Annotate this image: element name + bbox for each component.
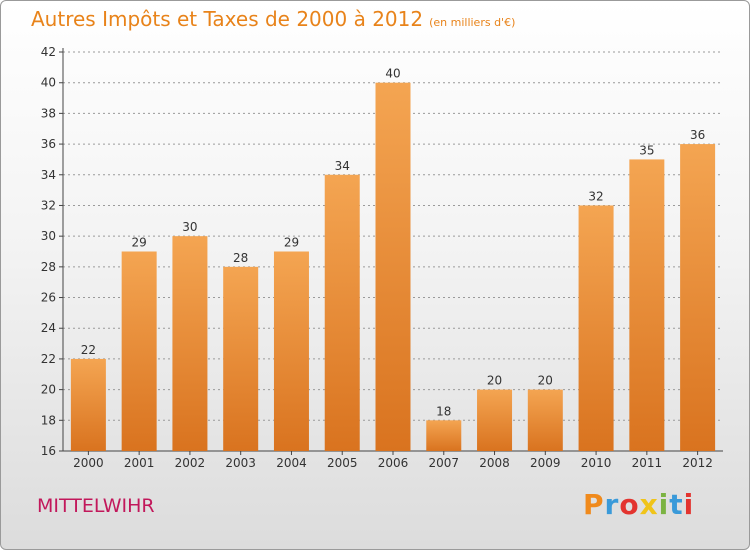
y-tick-label: 18 — [41, 413, 56, 427]
x-tick-label: 2006 — [378, 456, 409, 470]
bar — [477, 389, 513, 451]
y-tick-label: 26 — [41, 291, 56, 305]
logo-letter: t — [669, 488, 684, 521]
bar — [426, 420, 462, 451]
bar-value-label: 35 — [639, 143, 654, 157]
logo-letter: x — [639, 488, 659, 521]
bar-value-label: 18 — [436, 404, 451, 418]
logo-letter: i — [683, 488, 695, 521]
y-tick-label: 30 — [41, 229, 56, 243]
commune-name: MITTELWIHR — [37, 495, 155, 517]
proxiti-logo: Proxiti — [583, 488, 694, 521]
bar — [273, 251, 309, 451]
bar — [629, 159, 665, 451]
y-tick-label: 34 — [41, 168, 56, 182]
bar — [680, 144, 716, 452]
x-tick-label: 2001 — [124, 456, 155, 470]
logo-letter: r — [604, 488, 620, 521]
x-tick-label: 2008 — [479, 456, 510, 470]
bar — [121, 251, 157, 451]
bar — [70, 358, 106, 451]
bar-value-label: 30 — [182, 220, 197, 234]
y-tick-label: 16 — [41, 444, 56, 458]
bar-value-label: 40 — [385, 67, 400, 81]
logo-letter: o — [619, 488, 640, 521]
logo-letter: P — [583, 488, 605, 521]
y-tick-label: 28 — [41, 260, 56, 274]
bar — [172, 236, 208, 451]
bar — [324, 174, 360, 451]
bar-value-label: 34 — [335, 159, 350, 173]
bar-value-label: 20 — [487, 374, 502, 388]
x-tick-label: 2005 — [327, 456, 358, 470]
bar-value-label: 20 — [538, 374, 553, 388]
bar-value-label: 28 — [233, 251, 248, 265]
bar — [223, 266, 259, 451]
x-tick-label: 2011 — [632, 456, 663, 470]
x-tick-label: 2000 — [73, 456, 104, 470]
bar-value-label: 36 — [690, 128, 705, 142]
x-tick-label: 2009 — [530, 456, 561, 470]
chart-title: Autres Impôts et Taxes de 2000 à 2012 (en… — [31, 7, 515, 31]
y-tick-label: 42 — [41, 45, 56, 59]
x-tick-label: 2012 — [682, 456, 713, 470]
x-tick-label: 2003 — [225, 456, 256, 470]
bar — [527, 389, 563, 451]
y-tick-label: 38 — [41, 106, 56, 120]
y-tick-label: 40 — [41, 76, 56, 90]
x-tick-label: 2010 — [581, 456, 612, 470]
x-tick-label: 2004 — [276, 456, 307, 470]
bar — [375, 82, 411, 451]
y-tick-label: 20 — [41, 383, 56, 397]
chart-title-text: Autres Impôts et Taxes de 2000 à 2012 — [31, 7, 424, 31]
bar-value-label: 32 — [588, 189, 603, 203]
bar-value-label: 22 — [81, 343, 96, 357]
x-tick-label: 2002 — [175, 456, 206, 470]
x-tick-label: 2007 — [428, 456, 459, 470]
chart-subtitle: (en milliers d'€) — [429, 16, 516, 29]
bar-value-label: 29 — [132, 236, 147, 250]
y-tick-label: 32 — [41, 198, 56, 212]
y-tick-label: 22 — [41, 352, 56, 366]
bar — [578, 205, 614, 451]
logo-letter: i — [658, 488, 670, 521]
bar-value-label: 29 — [284, 236, 299, 250]
y-tick-label: 36 — [41, 137, 56, 151]
y-tick-label: 24 — [41, 321, 56, 335]
